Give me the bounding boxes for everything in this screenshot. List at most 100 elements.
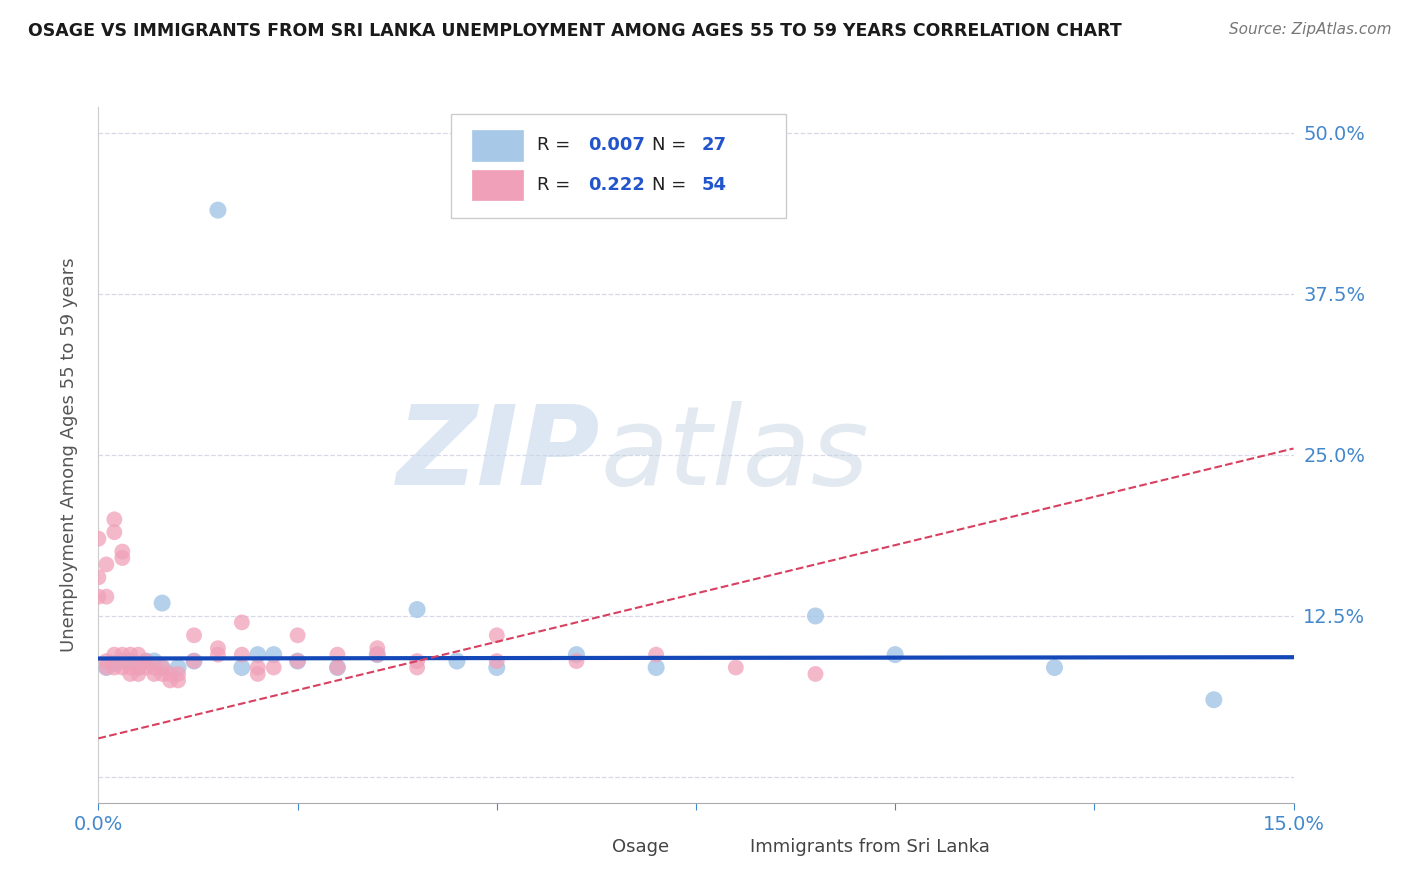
Point (231, 660, 253, 674)
FancyBboxPatch shape (472, 130, 523, 161)
Point (366, 641, 388, 656)
Text: R =: R = (537, 176, 582, 194)
Point (120, 648, 142, 662)
Point (231, 648, 253, 662)
Point (143, 667, 166, 681)
FancyBboxPatch shape (569, 833, 605, 859)
Point (804, 609, 827, 624)
Point (485, 660, 508, 674)
Point (485, 628, 508, 642)
Point (446, 654, 468, 668)
Point (485, 654, 508, 668)
Point (135, 660, 157, 674)
Point (263, 660, 285, 674)
Text: Immigrants from Sri Lanka: Immigrants from Sri Lanka (749, 838, 990, 855)
Point (120, 654, 142, 668)
Point (87, 590, 110, 604)
Point (143, 660, 166, 674)
Point (406, 654, 429, 668)
Text: Source: ZipAtlas.com: Source: ZipAtlas.com (1229, 22, 1392, 37)
Point (135, 654, 157, 668)
Point (207, 203, 229, 218)
Point (724, 660, 747, 674)
Point (183, 654, 205, 668)
Point (159, 667, 181, 681)
Point (103, 660, 125, 674)
Point (884, 648, 907, 662)
Text: N =: N = (652, 136, 692, 153)
Point (366, 648, 388, 662)
Point (96, 660, 118, 674)
Point (127, 667, 149, 681)
Point (96, 660, 118, 674)
Text: R =: R = (537, 136, 576, 153)
Point (127, 660, 149, 674)
Point (150, 660, 173, 674)
Text: 54: 54 (702, 176, 727, 194)
Point (150, 667, 173, 681)
Point (103, 525, 125, 540)
Point (406, 602, 429, 616)
Point (103, 657, 125, 671)
Text: atlas: atlas (600, 401, 869, 508)
Y-axis label: Unemployment Among Ages 55 to 59 years: Unemployment Among Ages 55 to 59 years (59, 258, 77, 652)
Text: ZIP: ZIP (396, 401, 600, 508)
Point (96, 558, 118, 572)
Point (111, 544, 134, 558)
Point (326, 660, 349, 674)
Text: 0.007: 0.007 (588, 136, 645, 153)
Point (96, 590, 118, 604)
Point (87, 570, 110, 584)
Text: Osage: Osage (613, 838, 669, 855)
Point (111, 551, 134, 566)
Point (183, 628, 205, 642)
Text: 0.222: 0.222 (588, 176, 645, 194)
Point (246, 660, 269, 674)
Point (287, 654, 309, 668)
Point (135, 654, 157, 668)
Point (96, 654, 118, 668)
Point (1202, 692, 1225, 706)
Point (150, 596, 173, 610)
Text: 27: 27 (702, 136, 727, 153)
Point (207, 648, 229, 662)
Point (127, 648, 149, 662)
Point (111, 648, 134, 662)
Point (120, 660, 142, 674)
Point (804, 667, 827, 681)
Point (159, 673, 181, 688)
Point (406, 660, 429, 674)
Point (103, 512, 125, 526)
Point (183, 654, 205, 668)
FancyBboxPatch shape (472, 169, 523, 201)
Point (111, 660, 134, 674)
Text: OSAGE VS IMMIGRANTS FROM SRI LANKA UNEMPLOYMENT AMONG AGES 55 TO 59 YEARS CORREL: OSAGE VS IMMIGRANTS FROM SRI LANKA UNEMP… (28, 22, 1122, 40)
Point (127, 660, 149, 674)
Point (326, 660, 349, 674)
Point (326, 648, 349, 662)
Point (246, 648, 269, 662)
Point (111, 654, 134, 668)
Point (167, 660, 190, 674)
Point (366, 648, 388, 662)
Point (246, 667, 269, 681)
FancyBboxPatch shape (707, 833, 742, 859)
Point (287, 654, 309, 668)
Point (565, 648, 588, 662)
Point (167, 667, 190, 681)
Point (287, 628, 309, 642)
Point (143, 654, 166, 668)
Point (1043, 660, 1066, 674)
Point (120, 667, 142, 681)
Point (645, 660, 668, 674)
Point (87, 532, 110, 546)
Point (263, 648, 285, 662)
Point (645, 648, 668, 662)
Point (565, 654, 588, 668)
Point (167, 673, 190, 688)
Point (231, 615, 253, 630)
Text: N =: N = (652, 176, 692, 194)
Point (150, 660, 173, 674)
FancyBboxPatch shape (451, 114, 786, 219)
Point (103, 648, 125, 662)
